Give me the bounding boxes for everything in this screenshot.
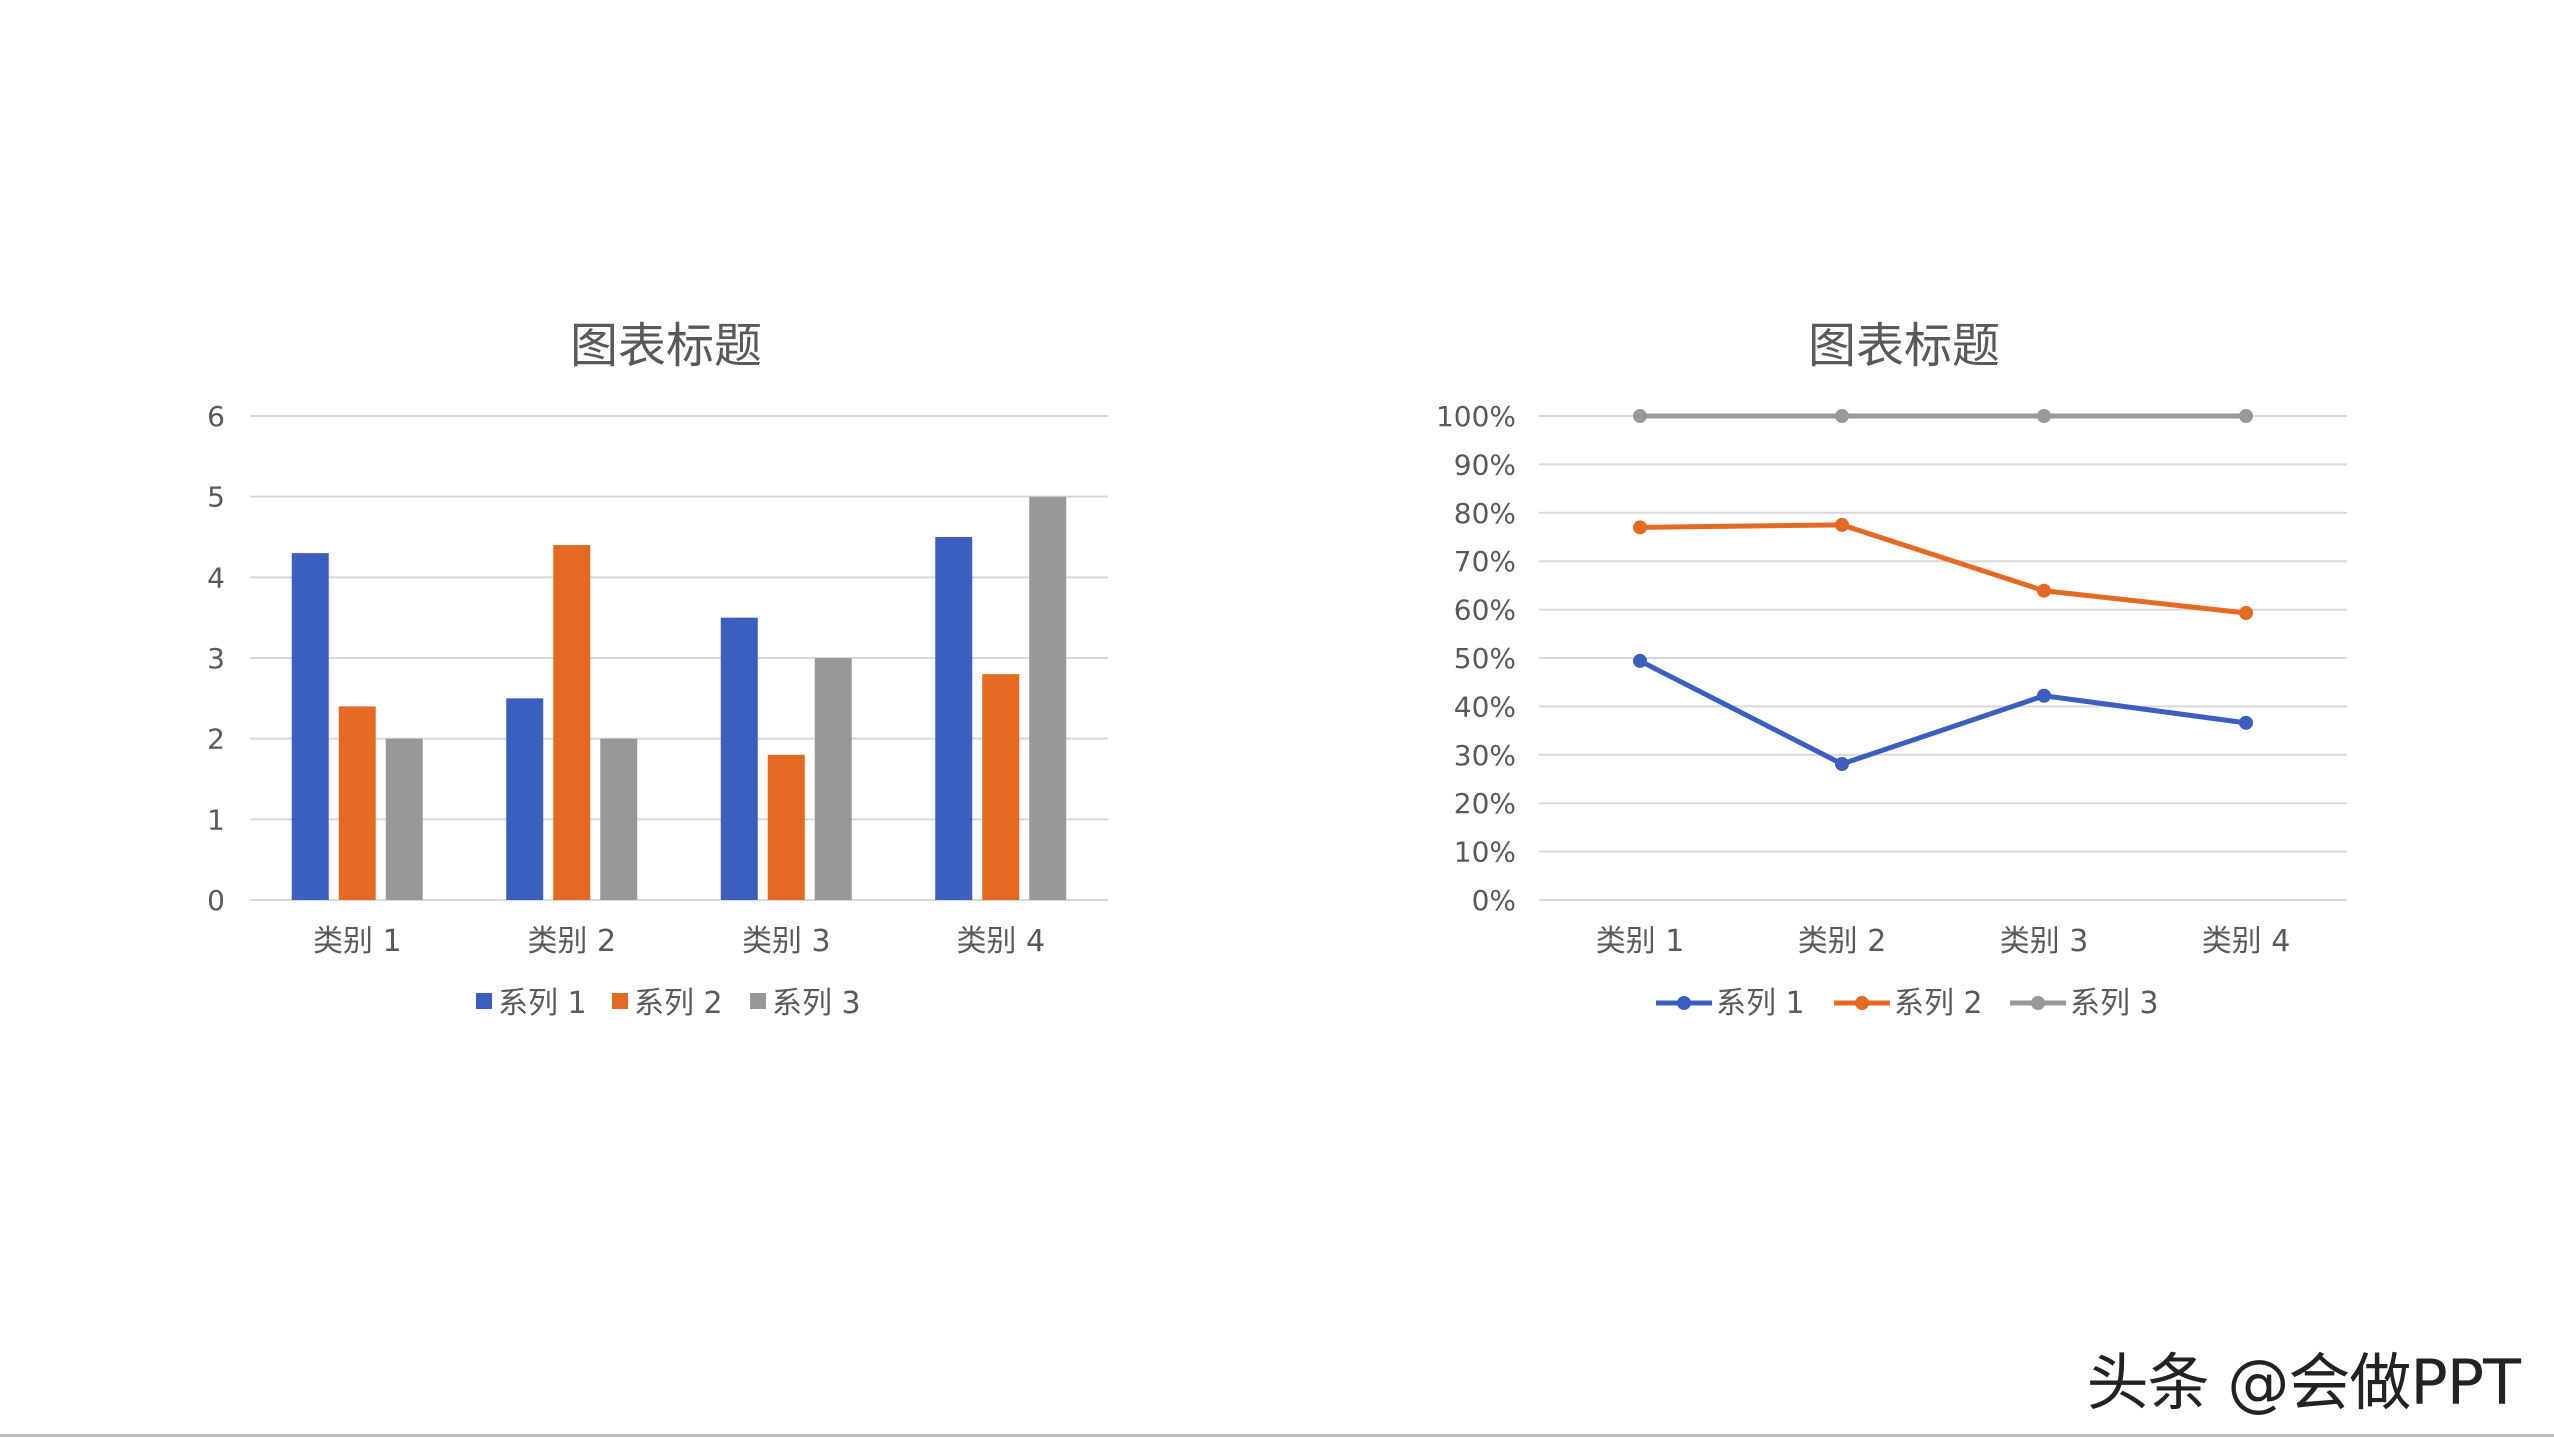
y-tick-label: 30% (1454, 739, 1516, 772)
y-tick-label: 6 (207, 400, 225, 433)
x-tick-label: 类别 3 (742, 924, 831, 959)
y-tick-label: 100% (1436, 400, 1516, 433)
watermark: 头条 @会做PPT (2086, 1346, 2521, 1419)
bar-series2 (982, 674, 1020, 900)
bar-series2 (767, 754, 805, 900)
bar-series1 (506, 698, 544, 900)
y-tick-label: 90% (1454, 448, 1516, 481)
y-tick-label: 70% (1454, 545, 1516, 578)
x-tick-label: 类别 2 (1798, 924, 1887, 959)
x-tick-label: 类别 1 (1596, 924, 1685, 959)
y-tick-label: 5 (207, 481, 225, 514)
point-marker (1835, 517, 1849, 532)
y-tick-label: 3 (207, 642, 225, 675)
bar-series3 (385, 738, 423, 900)
legend-swatch (476, 993, 492, 1009)
legend-label: 系列 3 (2070, 986, 2159, 1021)
point-marker (2037, 583, 2051, 598)
point-marker (1835, 756, 1849, 771)
point-marker (2037, 409, 2051, 423)
x-tick-label: 类别 3 (2000, 924, 2089, 959)
legend-label: 系列 3 (772, 986, 861, 1021)
y-tick-label: 40% (1454, 690, 1516, 723)
line-series2 (1639, 522, 2247, 616)
bar-series3 (600, 738, 638, 900)
x-tick-label: 类别 2 (527, 924, 616, 959)
legend-label: 系列 2 (634, 986, 723, 1021)
bar-series1 (935, 537, 973, 900)
line-series1 (1638, 658, 2247, 767)
y-tick-label: 60% (1454, 594, 1516, 627)
bar-series2 (338, 706, 376, 900)
bottom-divider (0, 1434, 2554, 1437)
point-marker (2239, 715, 2253, 730)
y-tick-label: 2 (207, 723, 225, 756)
point-marker (1633, 653, 1647, 668)
legend-swatch (612, 993, 628, 1009)
bar-series2 (553, 545, 591, 900)
legend-label: 系列 1 (1716, 986, 1805, 1021)
legend-marker (1855, 996, 1869, 1010)
legend-marker (1677, 996, 1691, 1010)
chart-title: 图表标题 (1808, 318, 2000, 374)
legend-marker (2031, 996, 2045, 1010)
bar-series1 (720, 617, 758, 900)
y-tick-label: 10% (1454, 836, 1516, 869)
bar-series3 (1029, 496, 1067, 900)
x-tick-label: 类别 4 (2202, 924, 2291, 959)
x-tick-label: 类别 4 (956, 924, 1045, 959)
y-tick-label: 50% (1454, 642, 1516, 675)
chart-title: 图表标题 (570, 318, 762, 374)
y-tick-label: 1 (207, 803, 225, 836)
point-marker (1633, 520, 1647, 535)
legend-label: 系列 2 (1894, 986, 1983, 1021)
y-tick-label: 20% (1454, 787, 1516, 820)
bar-series3 (814, 658, 852, 900)
legend-swatch (750, 993, 766, 1009)
point-marker (2239, 605, 2253, 620)
y-tick-label: 0 (207, 884, 225, 917)
y-tick-label: 80% (1454, 497, 1516, 530)
point-marker (1633, 409, 1647, 423)
legend-label: 系列 1 (498, 986, 587, 1021)
point-marker (1835, 409, 1849, 423)
y-tick-label: 0% (1472, 884, 1516, 917)
y-tick-label: 4 (207, 561, 225, 594)
point-marker (2037, 688, 2051, 703)
bar-series1 (291, 553, 329, 900)
x-tick-label: 类别 1 (313, 924, 402, 959)
point-marker (2239, 409, 2253, 423)
